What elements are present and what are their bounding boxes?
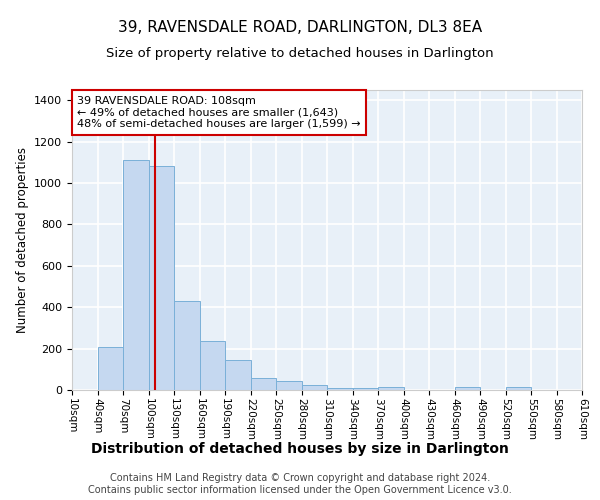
Y-axis label: Number of detached properties: Number of detached properties (16, 147, 29, 333)
Bar (276, 382, 302, 390)
Bar (327, 388, 353, 390)
Text: Distribution of detached houses by size in Darlington: Distribution of detached houses by size … (91, 442, 509, 456)
Text: Contains HM Land Registry data © Crown copyright and database right 2024.
Contai: Contains HM Land Registry data © Crown c… (88, 474, 512, 495)
Bar (199, 341, 225, 390)
Bar (149, 166, 174, 390)
Bar (378, 387, 404, 390)
Bar (302, 386, 327, 390)
Bar (123, 160, 149, 390)
Text: 39, RAVENSDALE ROAD, DARLINGTON, DL3 8EA: 39, RAVENSDALE ROAD, DARLINGTON, DL3 8EA (118, 20, 482, 35)
Bar (353, 388, 378, 390)
Bar (225, 360, 251, 390)
Text: Size of property relative to detached houses in Darlington: Size of property relative to detached ho… (106, 48, 494, 60)
Bar (455, 388, 480, 390)
Bar (251, 378, 276, 390)
Text: 39 RAVENSDALE ROAD: 108sqm
← 49% of detached houses are smaller (1,643)
48% of s: 39 RAVENSDALE ROAD: 108sqm ← 49% of deta… (77, 96, 361, 129)
Bar (97, 347, 123, 390)
Bar (506, 388, 531, 390)
Bar (174, 300, 199, 390)
